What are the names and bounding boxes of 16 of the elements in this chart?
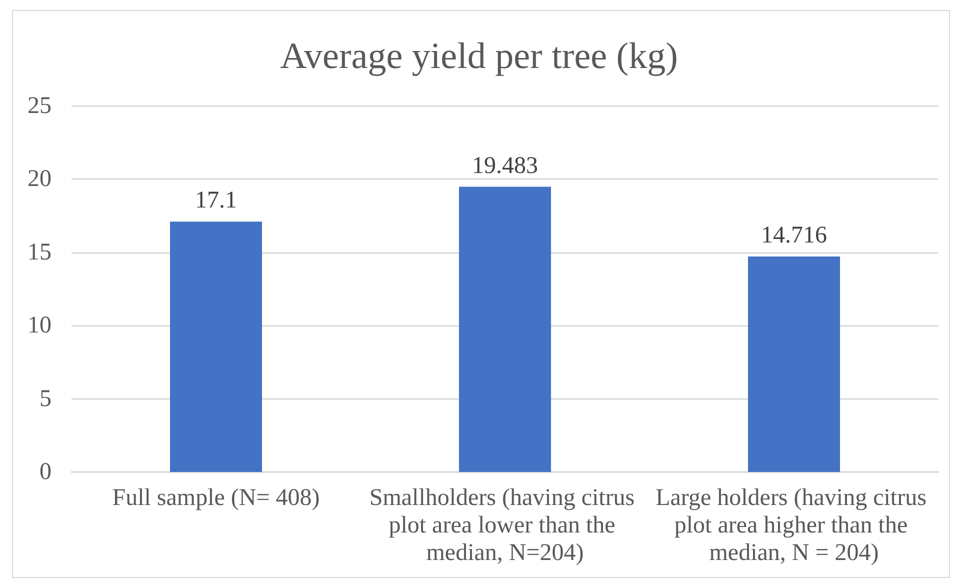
y-tick-label: 10: [28, 312, 52, 339]
data-label: 19.483: [472, 152, 538, 179]
y-tick-label: 25: [28, 93, 52, 119]
chart-title: Average yield per tree (kg): [280, 36, 678, 77]
y-tick-label: 15: [28, 239, 52, 266]
x-tick-label: Smallholders (having citrus plot area lower than the median, N=204): [369, 484, 641, 566]
y-tick-label: 5: [40, 386, 52, 412]
y-tick-label: 20: [28, 166, 52, 192]
x-tick-label: Large holders (having citrus plot area higher than the median, N = 204): [656, 484, 932, 566]
data-label: 17.1: [195, 188, 237, 214]
x-tick-label: Full sample (N= 408): [112, 484, 320, 511]
data-label: 14.716: [761, 222, 827, 249]
bar: [170, 222, 262, 472]
y-tick-label: 0: [40, 459, 52, 485]
bar: [459, 186, 551, 472]
bar: [748, 256, 840, 472]
